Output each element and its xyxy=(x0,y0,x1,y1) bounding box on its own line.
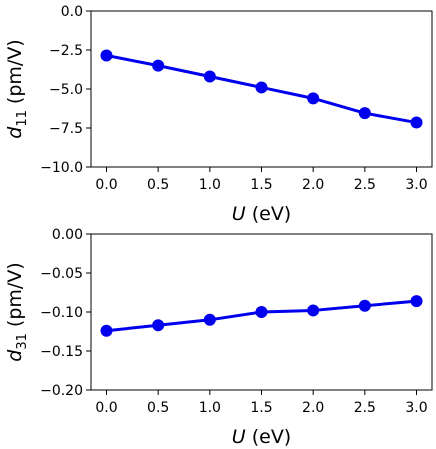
y-axis-label-symbol: d xyxy=(4,126,26,139)
y-axis-label-subscript: 31 xyxy=(15,333,30,350)
x-tick-label: 3.0 xyxy=(405,177,427,193)
data-point xyxy=(358,299,371,312)
x-axis-label-unit: (eV) xyxy=(246,203,292,225)
x-tick-label: 3.0 xyxy=(405,400,427,416)
x-axis-label-variable: U xyxy=(232,426,246,448)
data-point xyxy=(100,49,113,62)
x-tick-label: 1.5 xyxy=(250,177,272,193)
y-tick-label: −0.05 xyxy=(40,266,83,282)
data-point xyxy=(358,107,371,120)
data-point xyxy=(100,324,113,337)
x-tick-label: 0.0 xyxy=(95,400,117,416)
data-point xyxy=(152,319,165,332)
x-tick-label: 0.5 xyxy=(147,177,169,193)
y-axis-label-unit: (pm/V) xyxy=(4,262,26,333)
y-tick-label: 0.00 xyxy=(52,227,83,243)
x-tick-label: 2.0 xyxy=(302,177,324,193)
x-axis-label: U (eV) xyxy=(232,426,291,448)
y-tick-label: −0.10 xyxy=(40,305,83,321)
y-axis-label-symbol: d xyxy=(4,349,26,362)
data-point xyxy=(307,304,320,317)
y-axis-label-subscript: 11 xyxy=(15,110,30,127)
data-point xyxy=(203,70,216,83)
y-tick-label: −2.5 xyxy=(49,43,83,59)
y-axis-label-unit: (pm/V) xyxy=(4,39,26,110)
x-tick-label: 2.5 xyxy=(354,400,376,416)
data-point xyxy=(410,295,423,308)
y-tick-label: −0.15 xyxy=(40,344,83,360)
y-tick-label: 0.0 xyxy=(61,4,83,20)
y-axis-label: d31 (pm/V) xyxy=(4,262,30,361)
x-tick-label: 1.0 xyxy=(199,177,221,193)
data-point xyxy=(203,313,216,326)
x-tick-label: 2.0 xyxy=(302,400,324,416)
x-axis-label: U (eV) xyxy=(232,203,291,225)
y-tick-label: −0.20 xyxy=(40,383,83,399)
data-point xyxy=(152,59,165,72)
data-point xyxy=(255,81,268,94)
x-tick-label: 1.5 xyxy=(250,400,272,416)
x-tick-label: 0.0 xyxy=(95,177,117,193)
data-point xyxy=(255,306,268,318)
x-tick-label: 1.0 xyxy=(199,400,221,416)
subplot-1: 0.0 0.5 1.0 1.5 2.0 2.5 3.0 0.0 −2.5 −5.0 −7.5 −10.… xyxy=(4,4,433,225)
y-tick-label: −7.5 xyxy=(49,121,83,137)
data-point xyxy=(410,116,423,129)
y-tick-label: −10.0 xyxy=(40,160,83,176)
subplot-2: 0.0 0.5 1.0 1.5 2.0 2.5 3.0 0.00 −0.05 −0.10 −0.15… xyxy=(4,227,433,448)
data-point xyxy=(307,92,320,105)
y-tick-label: −5.0 xyxy=(49,82,83,98)
x-axis-label-variable: U xyxy=(232,203,246,225)
y-axis-label: d11 (pm/V) xyxy=(4,39,30,138)
x-tick-label: 2.5 xyxy=(354,177,376,193)
x-tick-label: 0.5 xyxy=(147,400,169,416)
x-axis-label-unit: (eV) xyxy=(246,426,292,448)
